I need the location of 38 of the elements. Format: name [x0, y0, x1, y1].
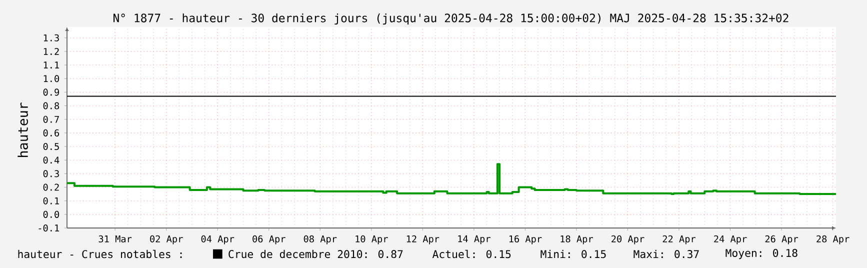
y-tick-label: 1.2 — [44, 48, 59, 55]
x-tick-label: 28 Apr — [816, 235, 850, 244]
x-tick-label: 26 Apr — [765, 235, 798, 244]
y-tick-label: 1.3 — [44, 34, 59, 42]
text: Maxi: 0.37 — [634, 250, 699, 258]
x-tick-label: 14 Apr — [458, 235, 490, 244]
y-tick-label: 0.7 — [43, 116, 59, 123]
x-tick-label: 08 Apr — [304, 235, 337, 244]
y-tick-label: 0.8 — [43, 102, 60, 110]
y-tick-label: 1.1 — [44, 62, 59, 68]
text: hauteur - Crues notables : — [18, 250, 182, 258]
y-tick-label: 1.0 — [44, 75, 60, 82]
text: Moyen: 0.18 — [726, 248, 798, 260]
text: Actuel: 0.15 — [432, 250, 511, 258]
chart-title: N° 1877 - hauteur - 30 derniers jours (jusqu'au 2025-04-28 15:00:00+02) MAJ 2025-04-28 15:35:32+02 — [114, 13, 788, 25]
x-tick-label: 16 Apr — [509, 235, 542, 244]
y-tick-label: 0.2 — [43, 184, 59, 191]
x-tick-label: 18 Apr — [560, 235, 593, 244]
legend-label: Crue de decembre 2010: 0.87 — [228, 250, 403, 258]
y-tick-label: 0.1 — [43, 197, 59, 204]
y-tick-label: -0.1 — [38, 224, 59, 232]
y-tick-label: 0.0 — [43, 210, 60, 218]
x-tick-label: 02 Apr — [150, 235, 183, 244]
x-tick-label: 12 Apr — [406, 235, 440, 244]
y-axis-title: hauteur — [18, 102, 28, 157]
x-tick-label: 04 Apr — [201, 235, 234, 244]
y-tick-label: 0.6 — [43, 129, 60, 136]
y-tick-label: 0.3 — [43, 170, 59, 178]
text: Mini: 0.15 — [540, 250, 606, 258]
x-tick-label: 22 Apr — [662, 235, 696, 244]
x-tick-label: 31 Mar — [98, 235, 132, 242]
y-tick-label: 0.4 — [43, 156, 60, 164]
x-tick-label: 24 Apr — [714, 235, 747, 244]
x-tick-label: 06 Apr — [252, 235, 286, 244]
y-tick-label: 0.5 — [43, 142, 59, 150]
y-tick-label: 0.9 — [43, 88, 59, 96]
x-tick-label: 10 Apr — [356, 235, 388, 244]
x-tick-label: 20 Apr — [612, 235, 644, 244]
